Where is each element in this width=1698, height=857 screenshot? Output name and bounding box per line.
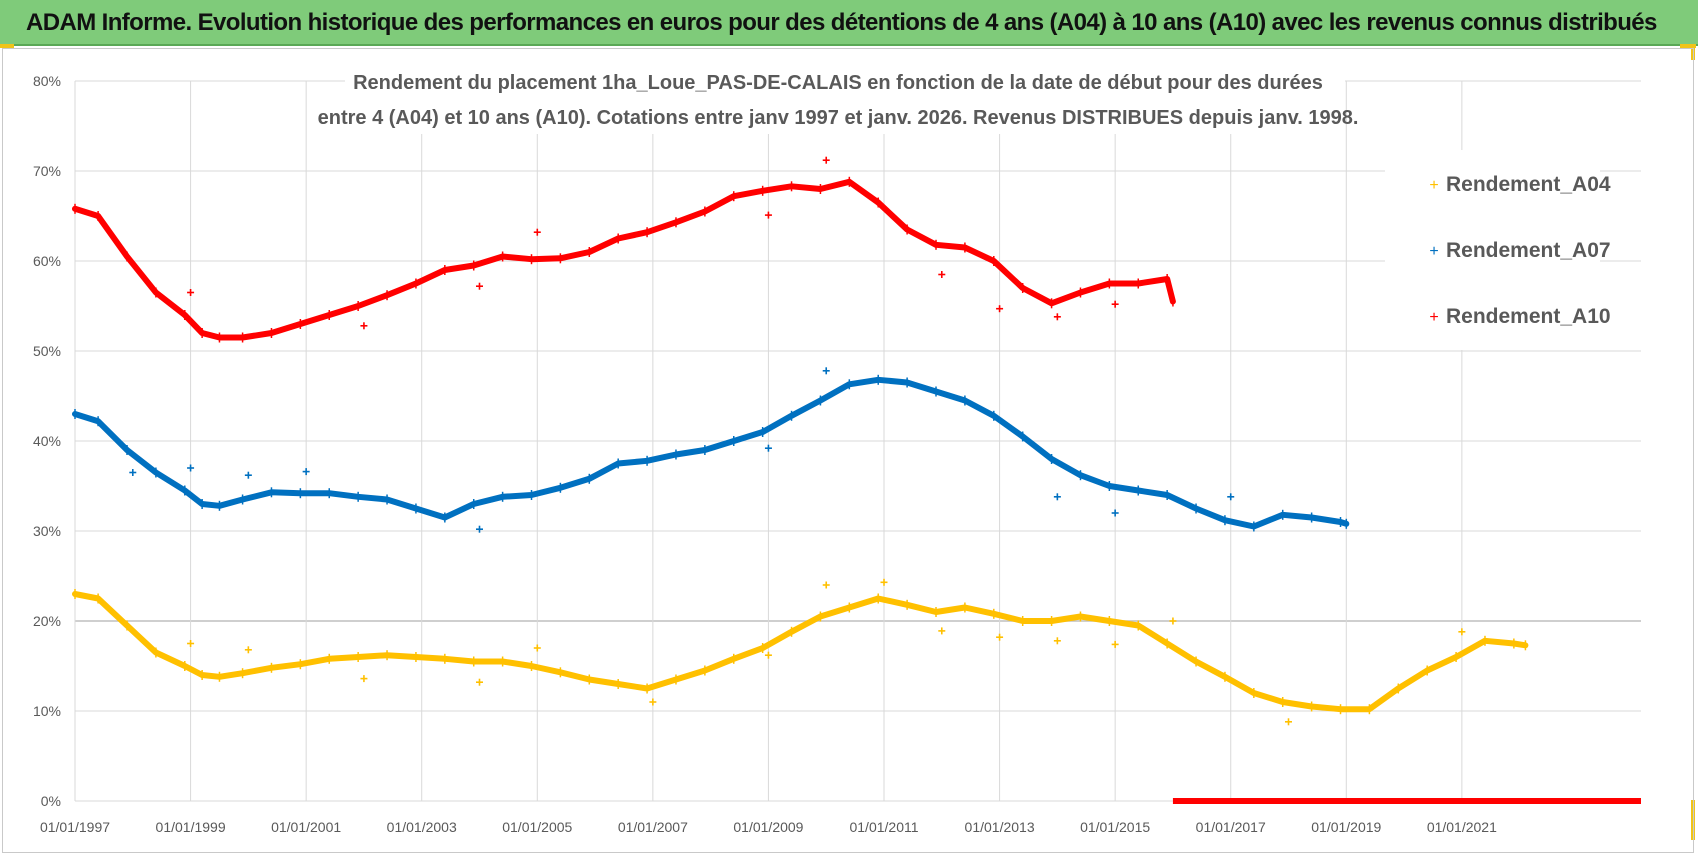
series-line — [72, 376, 1350, 530]
y-tick-label: 20% — [33, 613, 61, 629]
chart-title-group: Rendement du placement 1ha_Loue_PAS-DE-C… — [318, 66, 1359, 134]
banner: ADAM Informe. Evolution historique des p… — [0, 0, 1698, 46]
legend-label-a04: Rendement_A04 — [1446, 173, 1611, 196]
legend-marker-a10: + — [1429, 309, 1438, 326]
y-tick-label: 50% — [33, 343, 61, 359]
series-line — [72, 178, 1176, 341]
x-tick-label: 01/01/1997 — [40, 819, 110, 835]
series-Rendement_A07 — [72, 367, 1350, 533]
corner-mark-top-right — [1680, 44, 1696, 48]
x-tick-label: 01/01/2017 — [1196, 819, 1266, 835]
series-line — [72, 591, 1529, 713]
x-tick-label: 01/01/2013 — [965, 819, 1035, 835]
corner-mark-top-left — [0, 44, 14, 48]
legend-marker-a07: + — [1429, 243, 1438, 260]
legend: + Rendement_A04 + Rendement_A07 + Rendem… — [1385, 150, 1611, 350]
x-tick-label: 01/01/2005 — [502, 819, 572, 835]
x-axis-ticks: 01/01/1997 01/01/1999 01/01/2001 01/01/2003… — [40, 819, 1497, 835]
x-tick-label: 01/01/2009 — [733, 819, 803, 835]
x-tick-label: 01/01/2007 — [618, 819, 688, 835]
x-tick-label: 01/01/2015 — [1080, 819, 1150, 835]
y-tick-label: 80% — [33, 73, 61, 89]
series-layer — [72, 156, 1641, 804]
legend-marker-a04: + — [1429, 177, 1438, 194]
x-tick-label: 01/01/2019 — [1311, 819, 1381, 835]
legend-label-a10: Rendement_A10 — [1446, 305, 1611, 328]
chart-title-line-1: Rendement du placement 1ha_Loue_PAS-DE-C… — [353, 72, 1323, 94]
x-tick-label: 01/01/2011 — [849, 819, 918, 835]
series-Rendement_A10 — [72, 156, 1641, 804]
x-tick-label: 01/01/2003 — [387, 819, 457, 835]
x-tick-label: 01/01/2021 — [1427, 819, 1497, 835]
chart-area-border — [2, 48, 1694, 853]
y-tick-label: 30% — [33, 523, 61, 539]
legend-background — [1385, 150, 1600, 350]
y-tick-label: 0% — [41, 793, 61, 809]
y-axis-ticks: 0% 10% 20% 30% 40% 50% 60% 70% 80% — [33, 73, 61, 809]
x-tick-label: 01/01/1999 — [156, 819, 226, 835]
chart-title-background — [345, 66, 1345, 134]
y-tick-label: 70% — [33, 163, 61, 179]
series-Rendement_A04 — [72, 578, 1529, 726]
banner-title: ADAM Informe. Evolution historique des p… — [26, 9, 1657, 36]
y-tick-label: 40% — [33, 433, 61, 449]
legend-label-a07: Rendement_A07 — [1446, 239, 1611, 262]
chart-title-line-2: entre 4 (A04) et 10 ans (A10). Cotations… — [318, 107, 1359, 129]
y-tick-label: 60% — [33, 253, 61, 269]
y-tick-label: 10% — [33, 703, 61, 719]
x-tick-label: 01/01/2001 — [271, 819, 341, 835]
